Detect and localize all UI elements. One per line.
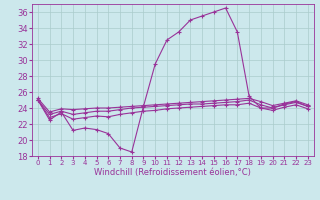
X-axis label: Windchill (Refroidissement éolien,°C): Windchill (Refroidissement éolien,°C) bbox=[94, 168, 251, 177]
